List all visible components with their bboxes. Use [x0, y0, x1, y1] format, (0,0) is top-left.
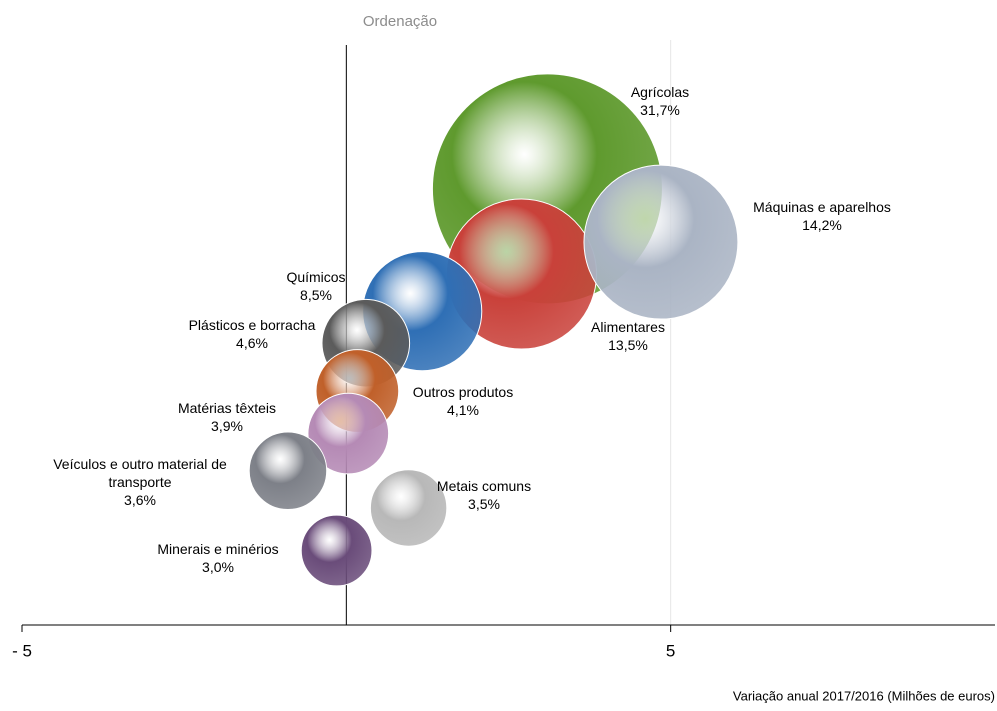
- bubble-name: Alimentares: [591, 319, 665, 335]
- bubble-name: Metais comuns: [436, 478, 532, 494]
- x-tick-label: - 5: [12, 641, 32, 660]
- bubble-name: Químicos: [286, 269, 346, 285]
- bubble-name: Máquinas e aparelhos: [753, 199, 891, 215]
- y-axis-label: Ordenação: [363, 13, 437, 30]
- bubble-name: Outros produtos: [412, 384, 514, 400]
- bubble-name: Plásticos e borracha: [188, 317, 316, 333]
- bubble-name: Veículos e outro material de transporte: [53, 456, 227, 490]
- bubble-value-label: 3,9%: [211, 418, 243, 434]
- bubble-value-label: 4,1%: [447, 402, 479, 418]
- bubble-name: Matérias têxteis: [177, 400, 277, 416]
- bubble-value-label: 31,7%: [640, 102, 680, 118]
- bubble: [248, 431, 328, 511]
- bubble-value-label: 3,0%: [202, 559, 234, 575]
- bubble: [300, 514, 373, 587]
- bubble-value-label: 3,6%: [124, 492, 156, 508]
- bubble-name: Agrícolas: [630, 84, 690, 100]
- bubble: [369, 469, 448, 547]
- bubble-value-label: 4,6%: [236, 335, 268, 351]
- bubble: [583, 164, 739, 320]
- bubble-value-label: 14,2%: [802, 217, 842, 233]
- bubble-value-label: 13,5%: [608, 337, 648, 353]
- bubble: [307, 392, 390, 475]
- bubble-name: Minerais e minérios: [157, 541, 279, 557]
- bubble-value-label: 8,5%: [300, 287, 332, 303]
- x-tick-label: 5: [666, 641, 675, 660]
- bubble-value-label: 3,5%: [468, 496, 500, 512]
- x-axis-label: Variação anual 2017/2016 (Milhões de eur…: [733, 688, 995, 703]
